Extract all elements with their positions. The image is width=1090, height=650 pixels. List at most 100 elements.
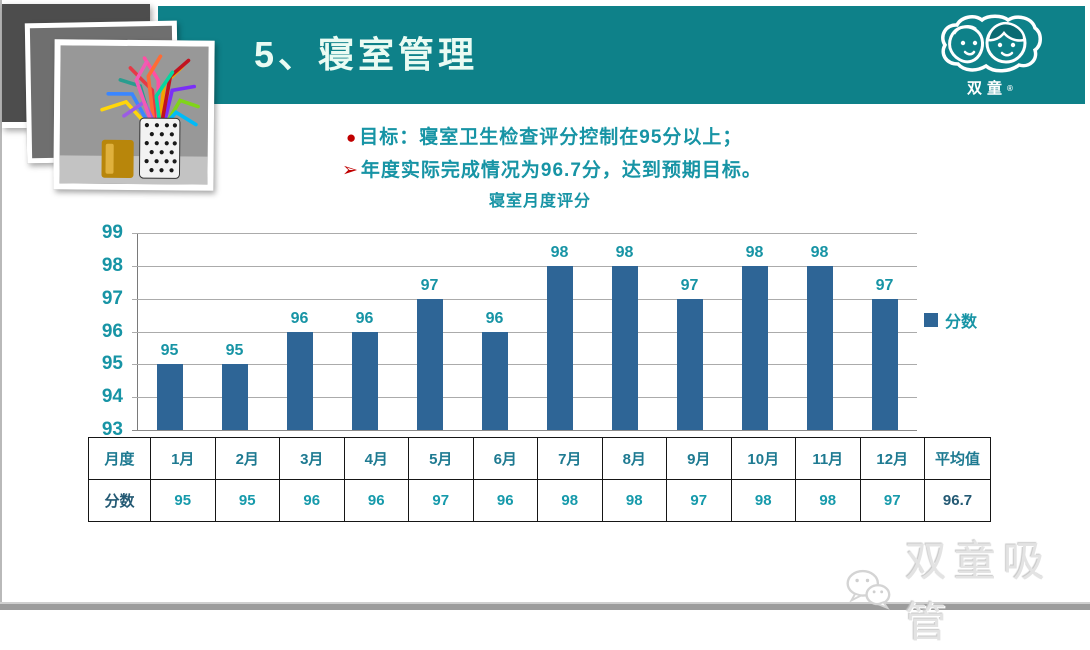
table-cell: 1月 — [150, 437, 216, 480]
table-cell: 97 — [408, 479, 474, 522]
header-band: 5、寝室管理 — [158, 6, 1085, 104]
bar-value-label: 98 — [550, 243, 569, 261]
y-axis-labels: 99 98 97 96 95 94 93 — [85, 222, 129, 440]
table-row: 月度 1月 2月 3月 4月 5月 6月 7月 8月 9月 10月 11月 12月 平均值 — [88, 437, 991, 480]
gridline — [132, 331, 917, 333]
y-axis-label: 99 — [101, 222, 123, 243]
slide-left-edge — [0, 0, 2, 602]
y-axis-label: 95 — [101, 353, 123, 375]
table-cell: 5月 — [408, 437, 474, 480]
bar-slot: 98 — [592, 233, 657, 430]
bar-slot: 95 — [137, 233, 202, 430]
table-cell: 98 — [730, 479, 796, 522]
bar-series: 95 95 96 96 97 96 98 98 97 98 98 97 — [137, 233, 917, 430]
bar-slot: 96 — [332, 233, 397, 430]
bar — [481, 331, 508, 430]
bar — [416, 298, 443, 430]
bar-value-label: 97 — [680, 276, 699, 294]
slide-bottom-strip — [0, 602, 1090, 610]
table-cell: 96 — [472, 479, 538, 522]
y-axis-label: 96 — [101, 320, 123, 342]
page-title: 5、寝室管理 — [254, 34, 479, 75]
bar-slot: 98 — [527, 233, 592, 430]
bar-slot: 97 — [657, 233, 722, 430]
bar — [351, 331, 378, 430]
photo-front — [53, 39, 215, 191]
arrow-bullet-icon: ➢ — [342, 160, 359, 181]
bar-value-label: 97 — [875, 276, 894, 294]
bar-slot: 98 — [722, 233, 787, 430]
table-cell: 97 — [859, 479, 925, 522]
table-cell: 月度 — [88, 437, 151, 480]
gridline — [132, 397, 917, 399]
table-cell: 2月 — [214, 437, 280, 480]
table-cell: 95 — [214, 479, 280, 522]
bar — [741, 265, 768, 430]
registered-mark: ® — [1007, 84, 1013, 93]
bar — [156, 364, 183, 430]
table-cell: 98 — [601, 479, 667, 522]
table-cell: 4月 — [343, 437, 409, 480]
legend-label: 分数 — [945, 314, 978, 331]
gridline — [132, 265, 917, 267]
chart-title: 寝室月度评分 — [488, 193, 591, 210]
table-cell: 3月 — [279, 437, 345, 480]
bar-value-label: 96 — [355, 309, 374, 327]
table-cell: 9月 — [666, 437, 732, 480]
table-cell: 96 — [279, 479, 345, 522]
y-axis-label: 93 — [101, 419, 123, 440]
table-cell: 95 — [150, 479, 216, 522]
bar-value-label: 96 — [290, 309, 309, 327]
footer-watermark: 双童吸管 — [842, 528, 1090, 650]
watermark-text: 双童吸管 — [904, 538, 1052, 646]
bar-slot: 95 — [202, 233, 267, 430]
table-cell: 11月 — [795, 437, 861, 480]
bar-slot: 97 — [397, 233, 462, 430]
table-cell: 96 — [343, 479, 409, 522]
bar — [871, 298, 898, 430]
objective-line-1: ● 目标：寝室卫生检查评分控制在95分以上； — [346, 122, 742, 149]
y-axis-label: 98 — [101, 254, 123, 276]
bar-value-label: 98 — [615, 243, 634, 261]
table-cell: 96.7 — [924, 479, 991, 522]
brand-logo: 双童® — [936, 14, 1044, 98]
table-cell: 98 — [537, 479, 603, 522]
bar-value-label: 97 — [420, 276, 439, 294]
scores-table: 月度 1月 2月 3月 4月 5月 6月 7月 8月 9月 10月 11月 12月 平均值 分数 95 95 96… — [88, 437, 991, 522]
table-cell: 分数 — [88, 479, 151, 522]
table-cell: 10月 — [730, 437, 796, 480]
objective-line-2: ➢ 年度实际完成情况为96.7分，达到预期目标。 — [342, 155, 762, 182]
bar-value-label: 95 — [225, 342, 244, 360]
table-cell: 98 — [795, 479, 861, 522]
bar-value-label: 95 — [160, 342, 179, 360]
logo-brand-text: 双童® — [967, 80, 1013, 97]
bar — [286, 331, 313, 430]
gridline — [132, 298, 917, 300]
bar — [806, 265, 833, 430]
gridline — [132, 233, 917, 234]
table-cell: 12月 — [859, 437, 925, 480]
bar — [676, 298, 703, 430]
bar — [546, 265, 573, 430]
table-row: 分数 95 95 96 96 97 96 98 98 97 98 98 97 96.7 — [88, 479, 991, 522]
wechat-icon — [846, 569, 891, 610]
y-axis-label: 94 — [101, 386, 123, 408]
logo-faces-icon — [941, 14, 1042, 73]
bar-slot: 98 — [787, 233, 852, 430]
bar-slot: 96 — [267, 233, 332, 430]
table-cell: 97 — [666, 479, 732, 522]
legend-swatch — [924, 313, 938, 327]
bar — [221, 364, 248, 430]
plot-area — [132, 233, 917, 431]
straws-photo — [59, 45, 209, 185]
bar-slot: 96 — [462, 233, 527, 430]
table-cell: 平均值 — [924, 437, 991, 480]
table-cell: 8月 — [601, 437, 667, 480]
table-cell: 7月 — [537, 437, 603, 480]
bar-value-label: 98 — [745, 243, 764, 261]
gridline — [132, 364, 917, 366]
bar-slot: 97 — [852, 233, 917, 430]
bar — [611, 265, 638, 430]
bullet-dot-icon: ● — [346, 128, 358, 147]
y-axis-label: 97 — [101, 287, 123, 309]
